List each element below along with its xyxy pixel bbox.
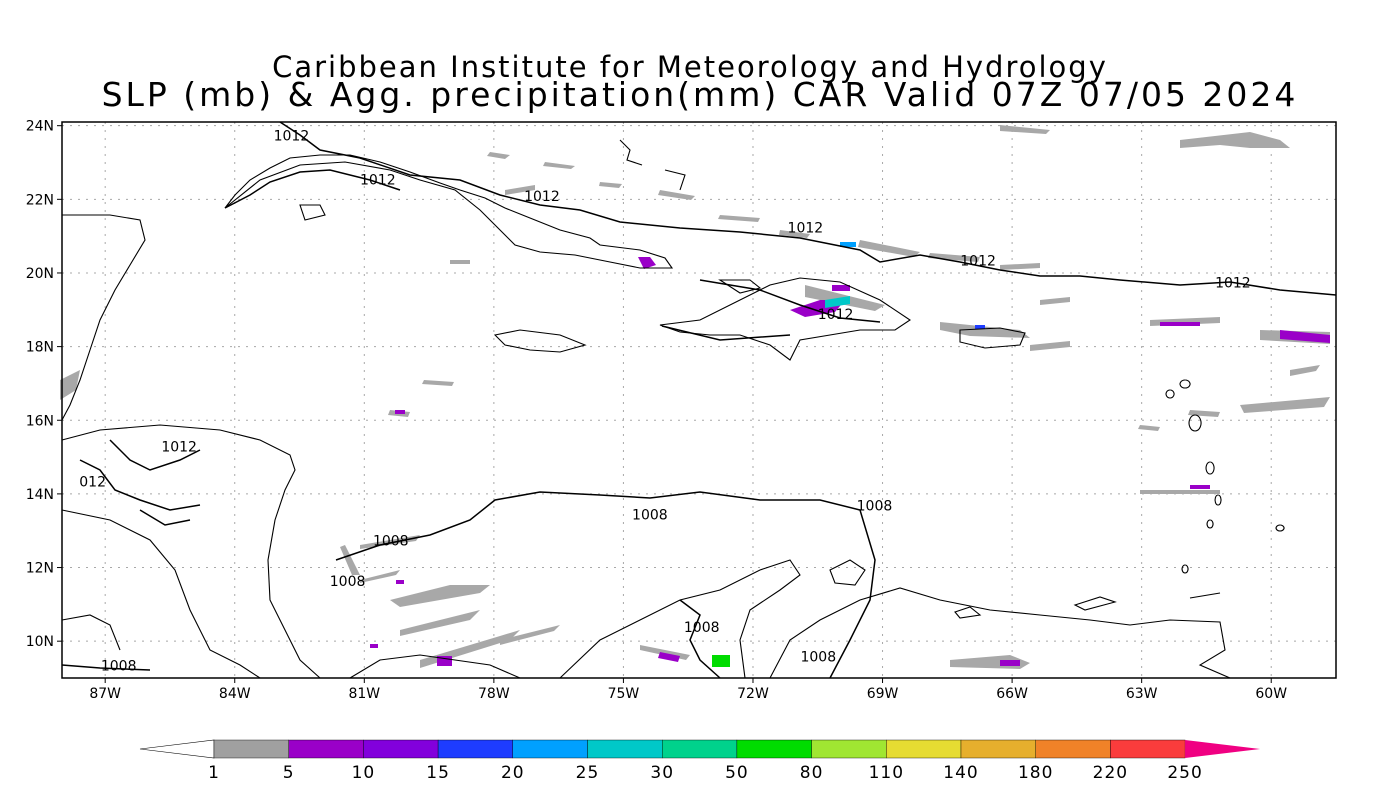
colorbar-swatch — [886, 739, 962, 759]
colorbar-label: 25 — [576, 763, 600, 783]
chart-title: Caribbean Institute for Meteorology and … — [272, 50, 1108, 84]
isobar-label: 1012 — [161, 440, 197, 456]
lat-tick-label: 12N — [26, 561, 54, 577]
lon-tick-label: 84W — [219, 686, 251, 702]
isobar-label: 1012 — [788, 220, 824, 236]
lat-tick-label: 14N — [26, 487, 54, 503]
colorbar: 1 5 10 15 20 25 30 50 80 110 140 180 220 250 — [139, 739, 1261, 783]
colorbar-label: 250 — [1167, 763, 1202, 783]
lat-tick-label: 16N — [26, 413, 54, 429]
isobar-label: 1008 — [632, 508, 668, 524]
colorbar-swatch — [811, 739, 887, 759]
isobar-label: 1008 — [800, 649, 836, 665]
colorbar-label: 10 — [352, 763, 376, 783]
colorbar-label: 110 — [869, 763, 904, 783]
lon-tick-label: 66W — [996, 686, 1028, 702]
isobar-label: 1012 — [524, 189, 560, 205]
lon-tick-label: 72W — [737, 686, 769, 702]
gridlines — [62, 122, 1336, 678]
lat-tick-label: 24N — [26, 119, 54, 135]
lon-tick-label: 75W — [608, 686, 640, 702]
lon-tick-label: 78W — [478, 686, 510, 702]
colorbar-label: 15 — [426, 763, 450, 783]
colorbar-swatch — [363, 739, 439, 759]
isobars — [61, 121, 1337, 679]
isobar-label: 012 — [79, 475, 106, 491]
colorbar-label: 140 — [943, 763, 978, 783]
longitude-axis: 87W 84W 81W 78W 75W 72W 69W 66W 63W 60W — [89, 678, 1287, 702]
lon-tick-label: 87W — [89, 686, 121, 702]
lon-tick-label: 60W — [1255, 686, 1287, 702]
colorbar-label: 1 — [208, 763, 220, 783]
isobar-label: 1008 — [101, 659, 137, 675]
colorbar-swatch — [587, 739, 663, 759]
coastlines — [61, 139, 1285, 679]
colorbar-swatch — [1035, 739, 1111, 759]
latitude-axis: 24N 22N 20N 18N 16N 14N 12N 10N — [26, 119, 62, 650]
colorbar-label: 5 — [283, 763, 295, 783]
isobar-label: 1012 — [360, 173, 396, 189]
colorbar-label: 220 — [1093, 763, 1128, 783]
colorbar-label: 80 — [800, 763, 824, 783]
colorbar-label: 30 — [650, 763, 674, 783]
isobar-label: 1008 — [684, 620, 720, 636]
isobar-label: 1012 — [1215, 276, 1251, 292]
colorbar-label: 50 — [725, 763, 749, 783]
isobar-label: 1008 — [330, 574, 366, 590]
colorbar-swatch — [213, 739, 289, 759]
isobar-label: 1008 — [857, 498, 893, 514]
colorbar-arrow-left — [139, 739, 215, 759]
chart-subtitle: SLP (mb) & Agg. precipitation(mm) CAR Va… — [101, 75, 1299, 114]
lon-tick-label: 69W — [867, 686, 899, 702]
colorbar-swatch — [512, 739, 588, 759]
colorbar-label: 20 — [501, 763, 525, 783]
colorbar-swatch — [437, 739, 514, 759]
isobar-label: 1012 — [960, 254, 996, 270]
lat-tick-label: 20N — [26, 266, 54, 282]
lat-tick-label: 18N — [26, 340, 54, 356]
lat-tick-label: 22N — [26, 192, 54, 208]
colorbar-label: 180 — [1018, 763, 1053, 783]
colorbar-swatch — [736, 739, 812, 759]
colorbar-arrow-right — [1185, 740, 1261, 758]
lon-tick-label: 81W — [348, 686, 380, 702]
isobar-label: 1012 — [274, 128, 310, 144]
isobar-label: 1012 — [818, 307, 854, 323]
colorbar-swatch — [662, 739, 738, 759]
colorbar-swatch — [288, 739, 364, 759]
lat-tick-label: 10N — [26, 634, 54, 650]
isobar-labels: 1012 1012 1012 1012 1012 1012 1012 1012 012 1008 1… — [79, 128, 1250, 674]
precipitation-field — [60, 125, 1330, 669]
map-frame — [61, 121, 1337, 679]
colorbar-swatch — [960, 739, 1036, 759]
lon-tick-label: 63W — [1126, 686, 1158, 702]
colorbar-swatch — [1110, 739, 1186, 759]
isobar-label: 1008 — [373, 533, 409, 549]
